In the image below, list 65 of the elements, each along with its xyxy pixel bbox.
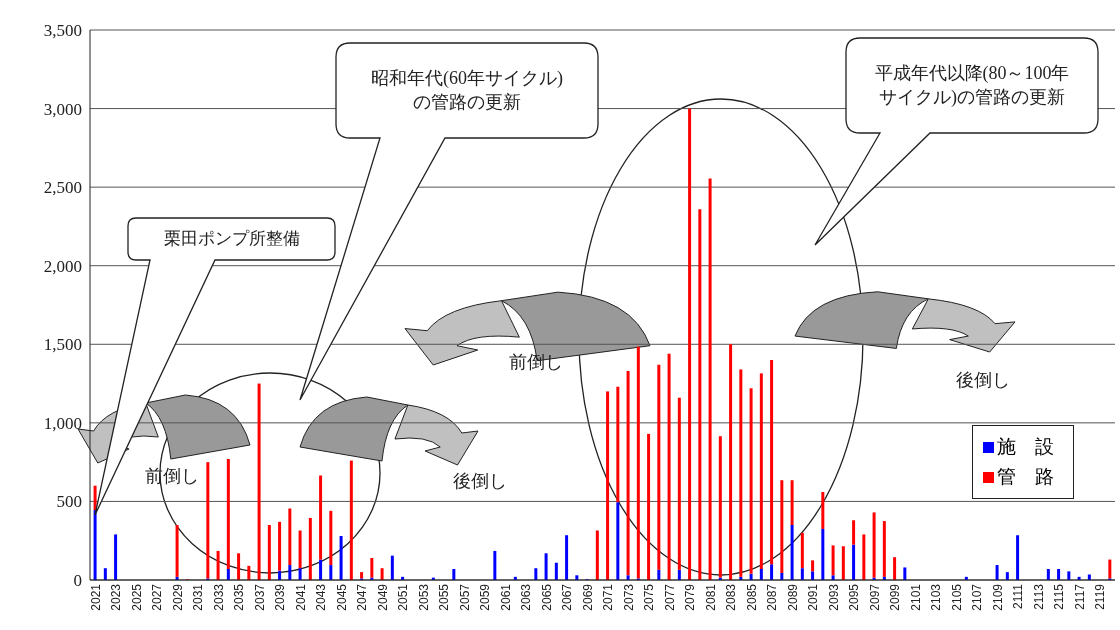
x-tick-label: 2057 <box>457 583 472 611</box>
x-tick-label: 2095 <box>847 583 862 611</box>
x-tick-label: 2069 <box>580 583 595 611</box>
annotation: 昭和年代(60年サイクル)の管路の更新 <box>370 67 564 114</box>
x-tick-label: 2085 <box>744 583 759 611</box>
x-tick-label: 2053 <box>416 583 431 611</box>
x-tick-label: 2029 <box>170 583 185 611</box>
x-tick-label: 2087 <box>765 583 780 611</box>
x-tick-label: 2063 <box>519 583 534 611</box>
x-tick-label: 2109 <box>990 583 1005 611</box>
x-tick-label: 2103 <box>929 583 944 611</box>
y-tick-label: 500 <box>56 492 82 512</box>
x-tick-label: 2081 <box>703 583 718 611</box>
x-tick-label: 2083 <box>724 583 739 611</box>
x-tick-label: 2037 <box>252 583 267 611</box>
x-tick-label: 2035 <box>232 583 247 611</box>
x-tick-label: 2101 <box>908 583 923 611</box>
annotation: 後倒し <box>453 471 507 491</box>
x-tick-label: 2055 <box>437 583 452 611</box>
x-tick-label: 2075 <box>642 583 657 611</box>
y-tick-label: 2,500 <box>43 178 82 198</box>
annotation: 栗田ポンプ所整備 <box>162 227 301 250</box>
x-tick-label: 2073 <box>621 583 636 611</box>
x-tick-label: 2117 <box>1072 583 1087 610</box>
x-tick-label: 2049 <box>375 583 390 611</box>
y-tick-label: 1,500 <box>43 335 82 355</box>
x-tick-label: 2059 <box>478 583 493 611</box>
x-tick-label: 2077 <box>662 583 677 611</box>
x-tick-label: 2045 <box>334 583 349 611</box>
y-tick-label: 3,500 <box>43 21 82 41</box>
x-tick-label: 2107 <box>970 583 985 611</box>
y-tick-label: 2,000 <box>43 256 82 276</box>
x-tick-label: 2021 <box>88 583 103 611</box>
y-tick-label: 0 <box>73 571 82 591</box>
x-tick-label: 2093 <box>826 583 841 611</box>
legend-label: 管 路 <box>997 465 1054 489</box>
y-tick-label: 1,000 <box>43 413 82 433</box>
legend-label: 施 設 <box>997 435 1054 459</box>
x-tick-label: 2025 <box>129 583 144 611</box>
x-tick-label: 2031 <box>191 583 206 611</box>
x-tick-label: 2039 <box>273 583 288 611</box>
x-tick-label: 2051 <box>396 583 411 611</box>
x-tick-label: 2099 <box>888 583 903 611</box>
x-tick-label: 2119 <box>1093 583 1108 610</box>
x-tick-label: 2067 <box>560 583 575 611</box>
x-tick-label: 2027 <box>150 583 165 611</box>
annotation: 平成年代以降(80～100年サイクル)の管路の更新 <box>873 62 1071 109</box>
x-tick-label: 2115 <box>1052 583 1067 610</box>
x-tick-label: 2113 <box>1031 583 1046 610</box>
x-tick-label: 2041 <box>293 583 308 611</box>
x-tick-label: 2091 <box>806 583 821 611</box>
x-tick-label: 2079 <box>683 583 698 611</box>
x-tick-label: 2043 <box>314 583 329 611</box>
x-tick-label: 2047 <box>355 583 370 611</box>
x-tick-label: 2089 <box>785 583 800 611</box>
x-tick-label: 2065 <box>539 583 554 611</box>
x-tick-label: 2023 <box>109 583 124 611</box>
x-tick-label: 2097 <box>867 583 882 611</box>
y-tick-label: 3,000 <box>43 99 82 119</box>
x-tick-label: 2061 <box>498 583 513 611</box>
x-tick-label: 2111 <box>1011 583 1026 609</box>
annotation: 後倒し <box>956 370 1010 390</box>
x-tick-label: 2071 <box>601 583 616 611</box>
x-tick-label: 2033 <box>211 583 226 611</box>
x-tick-label: 2105 <box>949 583 964 611</box>
